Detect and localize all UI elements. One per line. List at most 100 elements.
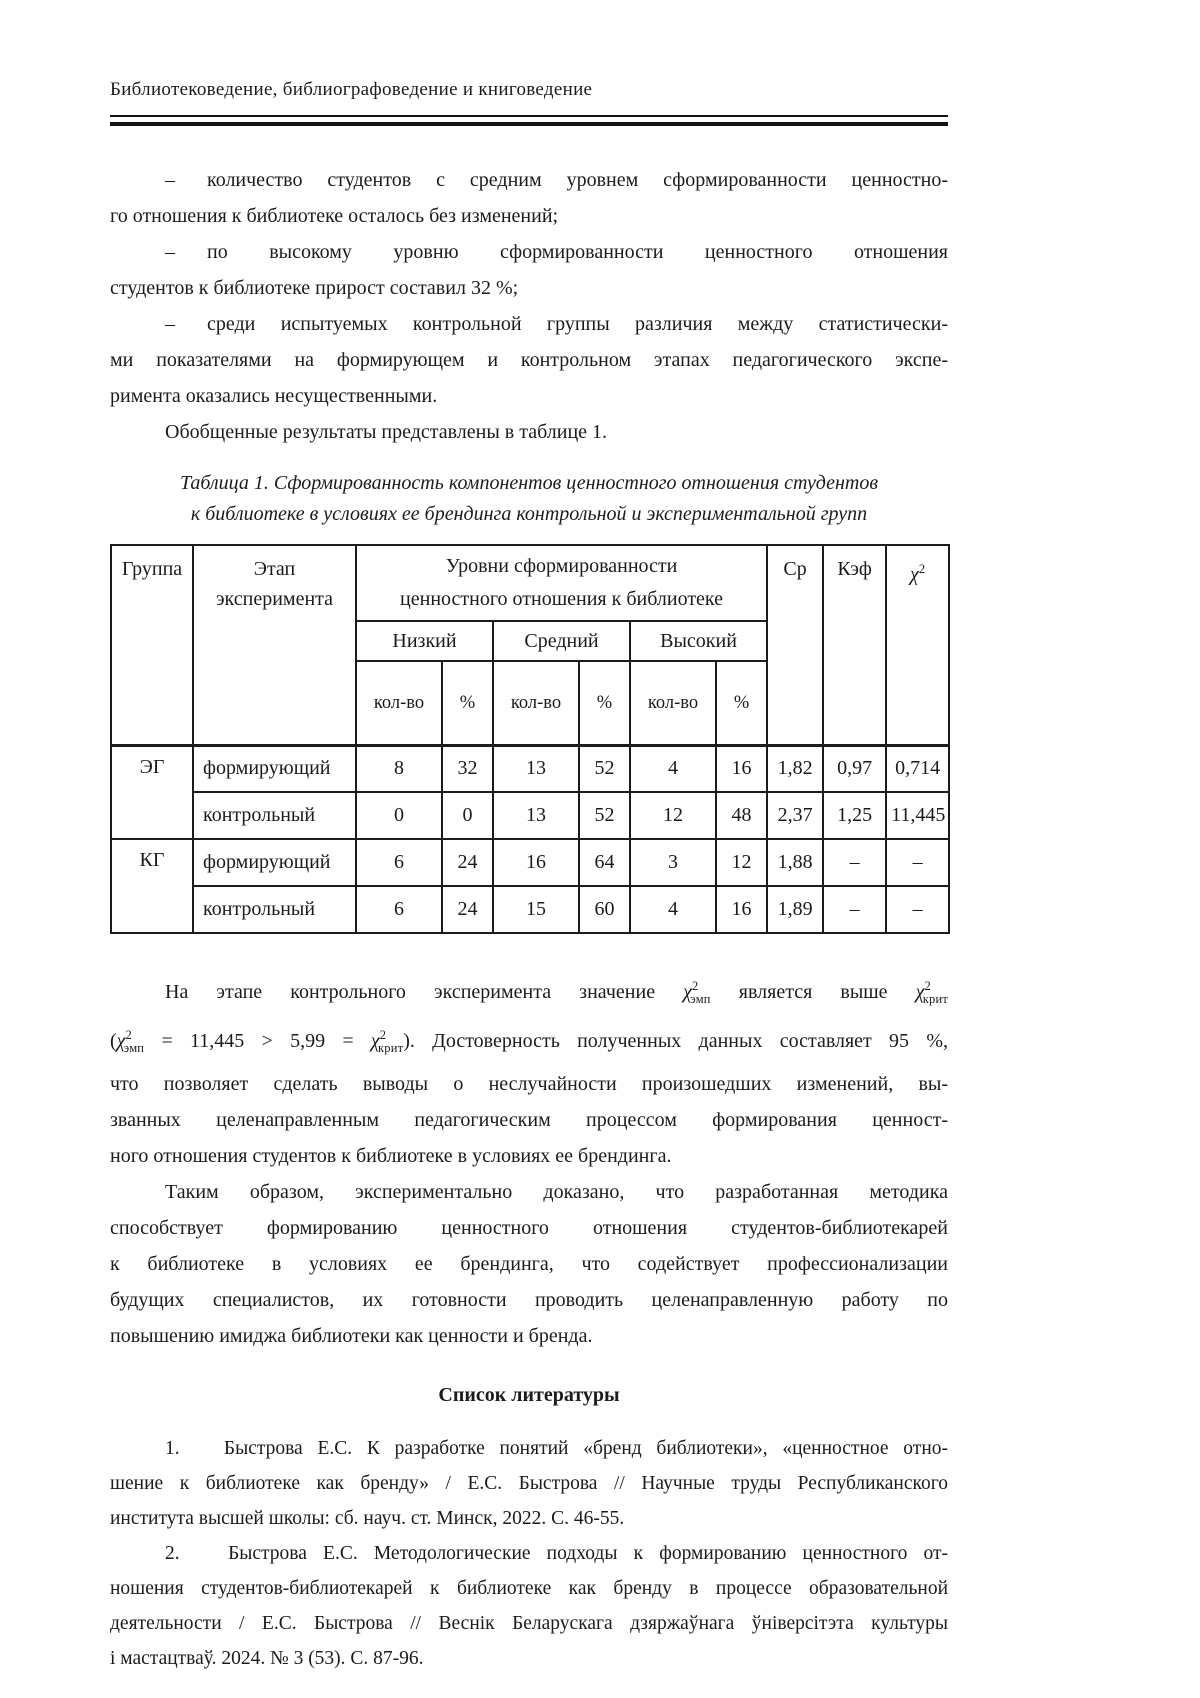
col-header-high: Высокий [628, 620, 769, 662]
col-header-low: Низкий [355, 620, 494, 662]
value-cell: 13 [492, 743, 580, 793]
value-cell: 0,97 [822, 743, 888, 793]
value-cell: 64 [578, 838, 631, 887]
paragraph-line: = 11,445 > 5,99 = [144, 1030, 371, 1052]
reference-line: 2. Быстрова Е.С. Методологические подход… [165, 1543, 948, 1564]
paragraph-line: званных целенаправленным педагогическим … [110, 1109, 948, 1131]
col-header-levels: Уровни сформированности ценностного отнош… [354, 544, 769, 622]
col-header-sr: Ср [766, 544, 825, 746]
value-cell: 12 [629, 791, 717, 840]
value-cell: 24 [441, 885, 494, 934]
table-row: КГ формирующий 6 24 16 64 3 12 1,88 – – [110, 838, 951, 934]
stage-cell: контрольный [192, 791, 357, 840]
col-header-pct: % [578, 660, 631, 746]
value-cell: 4 [629, 885, 717, 934]
col-header-chi2: χ2 [885, 544, 951, 746]
group-cell: ЭГ [110, 743, 194, 840]
value-cell: – [885, 885, 951, 934]
paragraph-line: ( [110, 1030, 117, 1052]
table-row: контрольный 6 24 15 60 4 16 1,89 – – [111, 885, 951, 934]
value-cell: 1,25 [822, 791, 888, 840]
caption-line: к библиотеке в условиях ее брендинга кон… [190, 503, 868, 525]
running-header: Библиотековедение, библиографоведение и … [110, 79, 593, 100]
paragraph-6: Таким образом, экспериментально доказано… [110, 1174, 948, 1354]
stage-cell: контрольный [192, 885, 357, 934]
value-cell: 8 [355, 743, 443, 793]
chi-symbol: χ [915, 981, 925, 1003]
value-cell: 0,714 [885, 743, 951, 793]
value-cell: 3 [629, 838, 717, 887]
reference-line: деятельности / Е.С. Быстрова // Веснік Б… [110, 1613, 948, 1634]
paragraph-line: римента оказались несущественными. [110, 385, 438, 407]
references-list: 1. Быстрова Е.С. К разработке понятий «б… [110, 1431, 948, 1676]
value-cell: – [822, 885, 888, 934]
dash-bullet: – [165, 169, 175, 191]
value-cell: 0 [355, 791, 443, 840]
col-header-stage: Этап эксперимента [192, 544, 357, 746]
paragraph-line: к библиотеке в условиях ее брендинга, чт… [110, 1253, 948, 1275]
value-cell: 52 [578, 791, 631, 840]
paragraph-line: ного отношения студентов к библиотеке в … [110, 1145, 672, 1167]
value-cell: 16 [492, 838, 580, 887]
value-cell: 13 [492, 791, 580, 840]
results-table: Группа Этап эксперимента Уровни сформиров… [110, 544, 951, 934]
paragraph-line: среди испытуемых контрольной группы разл… [207, 313, 948, 335]
paragraph-bullet-1: – количество студентов с средним уровнем … [110, 162, 948, 234]
value-cell: 1,89 [766, 885, 825, 934]
value-cell: 48 [714, 791, 769, 840]
value-cell: 2,37 [766, 791, 825, 840]
value-cell: 32 [441, 743, 494, 793]
paragraph-4: Обобщенные результаты представлены в таб… [110, 414, 948, 450]
body-text: – количество студентов с средним уровнем … [110, 162, 948, 450]
reference-line: і мастацтваў. 2024. № 3 (53). С. 87-96. [110, 1648, 424, 1669]
group-cell: КГ [110, 838, 194, 934]
reference-line: института высшей школы: сб. науч. ст. Ми… [110, 1508, 625, 1529]
table-caption: Таблица 1. Сформированность компонентов … [110, 468, 948, 530]
value-cell: 52 [578, 743, 631, 793]
value-cell: 4 [629, 743, 717, 793]
paragraph-line: Таким образом, экспериментально доказано… [165, 1181, 948, 1203]
reference-line: 1. Быстрова Е.С. К разработке понятий «б… [165, 1438, 948, 1459]
paragraph-bullet-2: – по высокому уровню сформированности цен… [110, 234, 948, 306]
chi-symbol: χ [683, 981, 692, 1003]
col-header-group: Группа [110, 544, 194, 746]
col-header-kef: Кэф [822, 544, 888, 746]
paragraph-line: будущих специалистов, их готовности пров… [110, 1289, 948, 1311]
value-cell: 6 [355, 885, 443, 934]
col-header-count: кол-во [629, 660, 717, 746]
col-header-mid: Средний [492, 620, 631, 662]
col-header-count: кол-во [492, 660, 580, 746]
paragraph-line: студентов к библиотеке прирост составил … [110, 277, 519, 299]
caption-line: Таблица 1. Сформированность компонентов … [179, 472, 879, 494]
value-cell: 1,82 [766, 743, 825, 793]
paragraph-5: На этапе контрольного эксперимента значе… [110, 968, 948, 1174]
table-row: контрольный 0 0 13 52 12 48 2,37 1,25 11… [111, 791, 951, 840]
reference-line: шение к библиотеке как бренду» / Е.С. Бы… [110, 1473, 948, 1494]
reference-item-2: 2. Быстрова Е.С. Методологические подход… [110, 1536, 948, 1676]
col-header-count: кол-во [355, 660, 443, 746]
after-table-text: На этапе контрольного эксперимента значе… [110, 968, 948, 1354]
dash-bullet: – [165, 313, 175, 335]
col-header-pct: % [441, 660, 494, 746]
paragraph-line: количество студентов с средним уровнем с… [207, 169, 948, 191]
table-row: ЭГ формирующий 8 32 13 52 4 16 1,82 0,97… [110, 743, 951, 840]
value-cell: 6 [355, 838, 443, 887]
header-divider [110, 115, 948, 126]
value-cell: – [822, 838, 888, 887]
stage-cell: формирующий [192, 743, 357, 793]
paragraph-line: Обобщенные результаты представлены в таб… [165, 421, 608, 443]
paragraph-line: что позволяет сделать выводы о неслучайн… [110, 1073, 948, 1095]
paragraph-line: ). Достоверность полученных данных соста… [403, 1030, 948, 1052]
dash-bullet: – [165, 241, 175, 263]
value-cell: 11,445 [885, 791, 951, 840]
value-cell: 1,88 [766, 838, 825, 887]
paragraph-line: го отношения к библиотеке осталось без и… [110, 205, 559, 227]
value-cell: 15 [492, 885, 580, 934]
reference-line: ношения студентов-библиотекарей к библио… [110, 1578, 948, 1599]
references-heading: Список литературы [438, 1384, 620, 1406]
paragraph-line: по высокому уровню сформированности ценн… [207, 241, 948, 263]
value-cell: 12 [714, 838, 769, 887]
chi-symbol: χ [116, 1030, 126, 1052]
paragraph-line: ми показателями на формирующем и контрол… [110, 349, 948, 371]
